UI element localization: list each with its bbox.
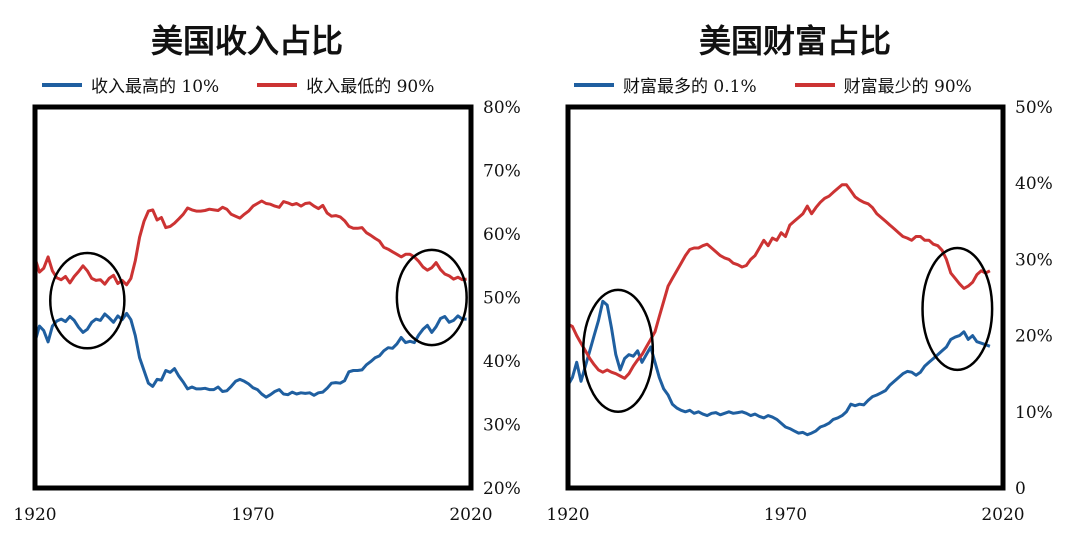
legend-label-top-01: 财富最多的 0.1% bbox=[623, 77, 757, 97]
income-annotation-circle bbox=[395, 248, 468, 347]
income-y-tick-label: 30% bbox=[483, 416, 521, 436]
wealth-chart-svg: 0 10% 20% 30% 40% 50% 1920 1970 2020 bbox=[546, 98, 1053, 525]
income-x-tick-label: 1970 bbox=[231, 505, 274, 525]
wealth-x-tick-label: 2020 bbox=[981, 505, 1024, 525]
wealth-x-tick-label: 1920 bbox=[546, 505, 589, 525]
income-chart-panel: 美国收入占比 收入最高的 10% 收入最低的 90% 20% 30% 40% 50% 6… bbox=[13, 22, 521, 525]
legend-label-top-10: 收入最高的 10% bbox=[91, 77, 220, 97]
legend-item-top-01: 财富最多的 0.1% bbox=[574, 72, 757, 97]
income-y-tick-label: 40% bbox=[483, 352, 521, 372]
income-annotation-circle bbox=[49, 251, 126, 350]
wealth-y-tick-label: 20% bbox=[1015, 327, 1053, 347]
income-chart-title: 美国收入占比 bbox=[150, 22, 343, 60]
wealth-legend: 财富最多的 0.1% 财富最少的 90% bbox=[574, 72, 1010, 97]
wealth-y-tick-label: 50% bbox=[1015, 98, 1053, 118]
income-series-line-bottom bbox=[33, 199, 467, 287]
legend-item-bottom-90: 收入最低的 90% bbox=[257, 72, 434, 97]
wealth-chart-title: 美国财富占比 bbox=[698, 22, 891, 60]
legend-label-bottom-90-wealth: 财富最少的 90% bbox=[843, 77, 972, 97]
wealth-annotation-circle bbox=[581, 288, 655, 414]
wealth-y-tick-label: 40% bbox=[1015, 174, 1053, 194]
legend-swatch-top bbox=[42, 82, 82, 87]
income-y-tick-label: 70% bbox=[483, 162, 521, 182]
legend-swatch-bottom bbox=[794, 82, 835, 87]
wealth-series-line-top bbox=[566, 299, 991, 437]
legend-label-bottom-90: 收入最低的 90% bbox=[306, 77, 435, 97]
legend-swatch-bottom bbox=[257, 82, 298, 87]
income-legend: 收入最高的 10% 收入最低的 90% bbox=[42, 72, 472, 97]
wealth-y-tick-label: 30% bbox=[1015, 250, 1053, 270]
wealth-chart-panel: 美国财富占比 财富最多的 0.1% 财富最少的 90% 0 10% 20% 30% 40… bbox=[538, 0, 1076, 540]
income-series-line-top bbox=[33, 311, 467, 399]
wealth-x-tick-label: 1970 bbox=[764, 505, 807, 525]
income-chart-svg: 20% 30% 40% 50% 60% 70% 80% 1920 1970 2020 bbox=[13, 98, 521, 525]
income-x-tick-label: 2020 bbox=[449, 505, 492, 525]
income-y-tick-label: 80% bbox=[483, 98, 521, 118]
income-plot-frame bbox=[32, 104, 474, 491]
legend-swatch-top bbox=[574, 82, 614, 87]
legend-item-top-10: 收入最高的 10% bbox=[42, 72, 219, 97]
wealth-plot-frame bbox=[565, 104, 1006, 491]
legend-item-bottom-90-wealth: 财富最少的 90% bbox=[794, 72, 972, 97]
wealth-y-tick-label: 10% bbox=[1015, 403, 1053, 423]
wealth-annotation-circle bbox=[921, 246, 994, 372]
income-x-tick-label: 1920 bbox=[13, 505, 56, 525]
income-y-tick-label: 50% bbox=[483, 289, 521, 309]
income-y-tick-label: 20% bbox=[483, 479, 521, 499]
income-y-tick-label: 60% bbox=[483, 225, 521, 245]
wealth-series-line-bottom bbox=[567, 183, 991, 380]
wealth-y-tick-label: 0 bbox=[1015, 479, 1026, 499]
